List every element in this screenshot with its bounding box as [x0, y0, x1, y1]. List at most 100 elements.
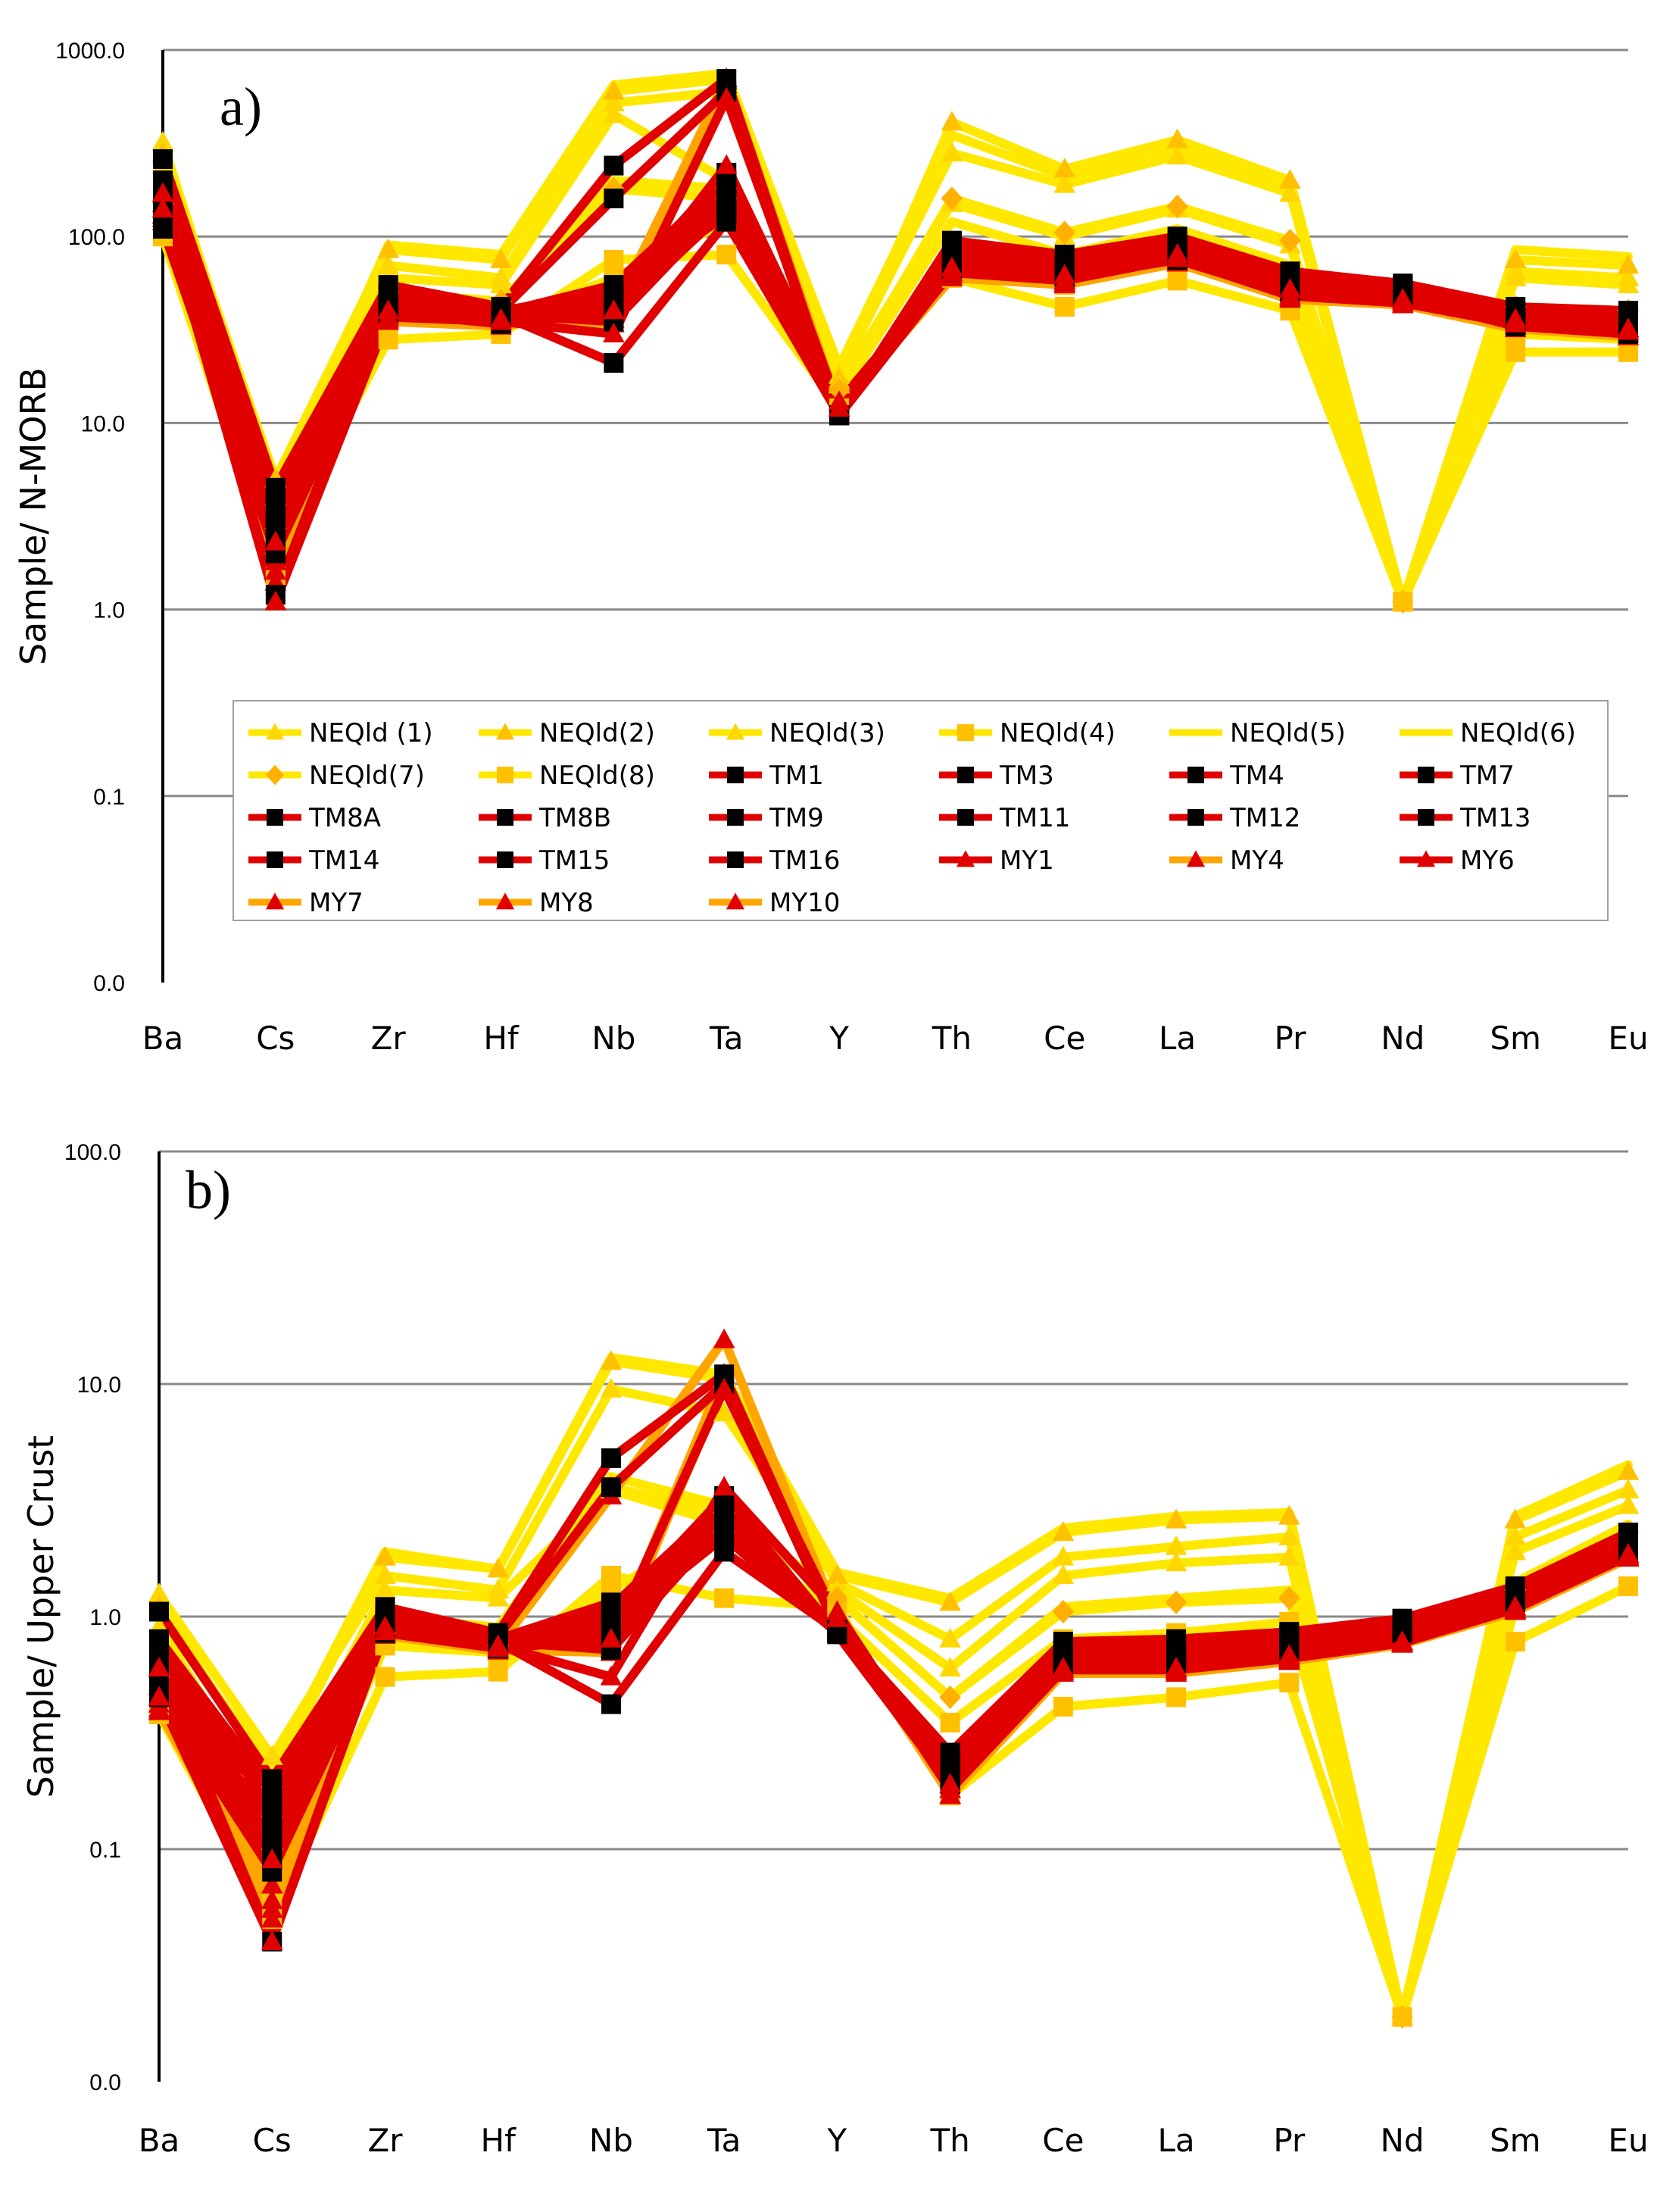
data-point — [1278, 1647, 1300, 1667]
data-point — [826, 1564, 848, 1584]
data-point — [603, 103, 625, 123]
legend-item: TM7 — [1400, 761, 1515, 791]
data-point — [941, 142, 963, 162]
data-point — [1165, 1508, 1187, 1529]
data-point — [715, 154, 738, 174]
data-point — [1054, 296, 1075, 317]
legend-label: NEQld(5) — [1230, 718, 1346, 748]
data-point — [714, 1526, 735, 1547]
data-point — [940, 1712, 960, 1732]
data-point — [1505, 1632, 1525, 1652]
legend-item: NEQld(7) — [248, 761, 425, 791]
legend-label: TM8A — [308, 803, 381, 833]
x-tick-label: Eu — [1608, 2122, 1648, 2159]
legend-marker — [957, 767, 974, 783]
series-line — [158, 167, 1633, 558]
legend-marker — [957, 724, 974, 741]
legend-marker — [265, 764, 285, 786]
legend-label: TM11 — [999, 803, 1070, 833]
data-point — [148, 1700, 170, 1720]
legend-label: TM14 — [308, 845, 379, 876]
y-tick-label: 0.0 — [89, 2070, 121, 2095]
series-markers — [148, 1377, 1640, 1951]
legend-item: TM8B — [479, 803, 611, 833]
x-tick-label: Cs — [256, 1020, 295, 1057]
data-point — [265, 487, 286, 508]
legend-item: TM16 — [709, 845, 840, 876]
data-point — [1052, 1564, 1075, 1584]
x-tick-label: Y — [829, 1020, 849, 1057]
data-point — [603, 80, 625, 100]
data-point — [1617, 273, 1640, 294]
data-point — [1053, 173, 1076, 193]
legend-marker — [1187, 767, 1204, 783]
series-line — [154, 1384, 1633, 1947]
data-point — [603, 299, 625, 320]
data-point — [1504, 248, 1527, 269]
data-point — [261, 1848, 283, 1869]
x-tick-label: La — [1159, 1020, 1196, 1057]
x-tick-label: La — [1158, 2122, 1195, 2159]
legend-item: TM15 — [479, 845, 610, 876]
panel-label: b) — [186, 1160, 231, 1220]
data-point — [265, 511, 286, 531]
x-tick-label: Sm — [1490, 2122, 1541, 2159]
data-point — [1618, 1576, 1638, 1596]
data-point — [1279, 229, 1301, 253]
x-tick-label: Ba — [139, 2122, 180, 2159]
data-point — [715, 86, 738, 107]
x-tick-label: Th — [929, 2122, 969, 2159]
legend-marker — [497, 851, 513, 868]
data-point — [600, 1377, 623, 1398]
x-tick-label: Ba — [142, 1020, 184, 1057]
data-point — [939, 1591, 961, 1611]
data-point — [826, 1607, 848, 1627]
data-point — [714, 1588, 735, 1608]
legend-marker — [497, 767, 513, 783]
data-point — [1393, 592, 1413, 612]
legend-marker — [267, 809, 283, 826]
data-point — [1166, 1687, 1187, 1707]
legend-label: MY7 — [309, 888, 364, 918]
data-point — [826, 1586, 848, 1611]
x-tick-label: Ce — [1042, 2122, 1084, 2159]
data-point — [1165, 1590, 1187, 1614]
data-point — [604, 249, 624, 270]
x-tick-label: Nd — [1380, 2122, 1424, 2159]
data-point — [713, 1328, 735, 1348]
data-point — [1504, 1597, 1527, 1617]
series-neqld-8- — [154, 1519, 1633, 2022]
legend-marker — [727, 767, 744, 783]
legend-label: NEQld(6) — [1460, 718, 1576, 748]
legend-label: NEQld(7) — [309, 761, 425, 791]
legend-item: NEQld(6) — [1400, 718, 1576, 748]
legend-label: TM9 — [769, 803, 824, 833]
data-point — [1278, 1545, 1300, 1566]
x-tick-label: Sm — [1490, 1020, 1541, 1057]
data-point — [377, 305, 399, 326]
legend-label: MY8 — [539, 888, 594, 918]
data-point — [1053, 158, 1076, 178]
data-point — [487, 1586, 509, 1607]
data-point — [939, 1657, 961, 1677]
legend-item: TM11 — [939, 803, 1070, 833]
x-tick-label: Pr — [1273, 2122, 1306, 2159]
data-point — [1165, 1535, 1187, 1555]
legend-item: MY1 — [939, 845, 1054, 876]
data-point — [490, 273, 512, 294]
x-tick-label: Nb — [591, 1020, 635, 1057]
x-tick-label: Y — [827, 2122, 847, 2159]
data-point — [603, 91, 625, 111]
legend-box — [233, 700, 1609, 921]
legend-item: TM9 — [709, 803, 824, 833]
x-tick-label: Hf — [481, 2122, 517, 2159]
data-point — [713, 1476, 735, 1496]
data-point — [939, 1627, 961, 1648]
legend-label: NEQld(2) — [539, 718, 655, 748]
legend-label: NEQld(3) — [769, 718, 885, 748]
data-point — [600, 1350, 623, 1370]
data-point — [601, 1477, 621, 1498]
legend-item: TM13 — [1400, 803, 1531, 833]
data-point — [264, 530, 287, 551]
series-tm12 — [158, 167, 1633, 558]
